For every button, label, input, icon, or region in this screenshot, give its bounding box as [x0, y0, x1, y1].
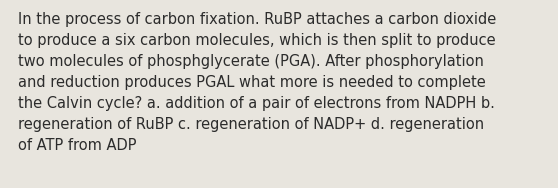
- Text: In the process of carbon fixation. RuBP attaches a carbon dioxide
to produce a s: In the process of carbon fixation. RuBP …: [18, 12, 496, 153]
